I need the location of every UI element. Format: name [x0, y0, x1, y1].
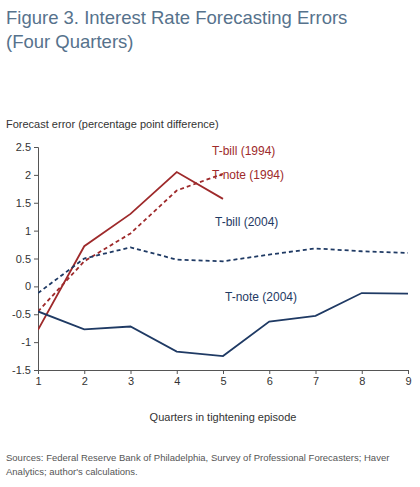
- x-tick-mark: [362, 370, 363, 374]
- x-tick-mark: [38, 370, 39, 374]
- y-tick: -1: [21, 336, 38, 348]
- x-tick-mark: [316, 370, 317, 374]
- y-tick-label: 2.5: [16, 141, 31, 153]
- series-label: T-bill (2004): [215, 215, 278, 229]
- x-tick-mark: [269, 370, 270, 374]
- plot: -1.5 -1 -0.5 0 0.5 1 1.5 2 2.5 1 2 3 4 5 6 7 8 9: [12, 141, 412, 387]
- y-tick-label: 2: [25, 169, 31, 181]
- y-tick: 1.5: [16, 197, 38, 209]
- x-tick-label: 7: [313, 375, 319, 387]
- x-tick-mark: [84, 370, 85, 374]
- y-tick-mark: [34, 370, 38, 371]
- y-tick-mark: [34, 286, 38, 287]
- y-tick-label: 1.5: [16, 197, 31, 209]
- y-tick: 2.5: [16, 141, 38, 153]
- series-line: [38, 174, 223, 312]
- y-tick-label: -1: [21, 336, 31, 348]
- x-tick: 2: [82, 370, 88, 387]
- x-tick-label: 1: [35, 375, 41, 387]
- x-tick: 4: [174, 370, 180, 387]
- x-axis-title: Quarters in tightening episode: [150, 411, 297, 423]
- x-tick-mark: [177, 370, 178, 374]
- y-tick-label: 0: [25, 280, 31, 292]
- x-axis-line: [39, 371, 409, 375]
- y-tick: 0.5: [16, 253, 38, 265]
- y-tick-label: -1.5: [12, 364, 31, 376]
- series-label: T-note (2004): [225, 290, 297, 304]
- x-tick-label: 2: [82, 375, 88, 387]
- y-tick-mark: [34, 259, 38, 260]
- y-tick-mark: [34, 175, 38, 176]
- y-tick-mark: [34, 203, 38, 204]
- x-tick: 3: [128, 370, 134, 387]
- x-tick: 1: [35, 370, 41, 387]
- x-tick: 7: [313, 370, 319, 387]
- series-label: T-bill (1994): [212, 144, 275, 158]
- x-tick-mark: [131, 370, 132, 374]
- x-tick-label: 5: [220, 375, 226, 387]
- y-axis: -1.5 -1 -0.5 0 0.5 1 1.5 2 2.5: [12, 141, 38, 376]
- y-tick: 1: [25, 225, 38, 237]
- x-axis: 1 2 3 4 5 6 7 8 9: [35, 370, 411, 387]
- x-tick: 5: [220, 370, 226, 387]
- x-tick-mark: [223, 370, 224, 374]
- y-axis-line: [34, 148, 39, 371]
- series-line: [38, 247, 408, 293]
- x-tick-label: 8: [359, 375, 365, 387]
- y-tick-label: 0.5: [16, 253, 31, 265]
- source-note: Sources: Federal Reserve Bank of Philade…: [6, 452, 389, 477]
- x-tick: 8: [359, 370, 365, 387]
- y-tick-mark: [34, 342, 38, 343]
- y-tick-mark: [34, 314, 38, 315]
- y-tick-label: -0.5: [12, 308, 31, 320]
- y-tick: 0: [25, 280, 38, 292]
- y-tick: 2: [25, 169, 38, 181]
- series-line: [38, 172, 223, 330]
- x-tick: 9: [405, 370, 411, 387]
- series-line: [38, 293, 408, 356]
- y-tick-mark: [34, 231, 38, 232]
- x-tick-label: 6: [267, 375, 273, 387]
- chart: Figure 3. Interest Rate Forecasting Erro…: [0, 0, 420, 487]
- y-tick: -1.5: [12, 364, 38, 376]
- x-tick-label: 9: [405, 375, 411, 387]
- y-axis-title: Forecast error (percentage point differe…: [6, 118, 219, 130]
- title: Figure 3. Interest Rate Forecasting Erro…: [6, 7, 347, 52]
- x-tick: 6: [267, 370, 273, 387]
- y-tick-label: 1: [25, 225, 31, 237]
- x-tick-label: 3: [128, 375, 134, 387]
- series-label: T-note (1994): [212, 168, 284, 182]
- y-tick: -0.5: [12, 308, 38, 320]
- lines: [38, 172, 408, 356]
- x-tick-label: 4: [174, 375, 180, 387]
- y-tick-mark: [34, 147, 38, 148]
- x-tick-mark: [408, 370, 409, 374]
